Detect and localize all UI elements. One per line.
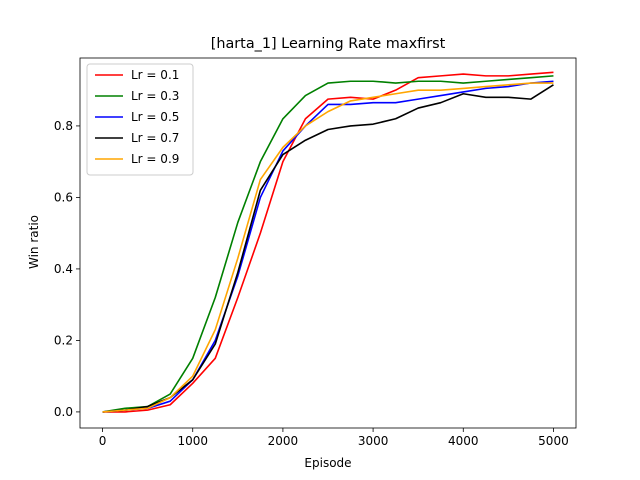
series-line-4: [102, 84, 554, 413]
x-tick-label: 5000: [538, 434, 569, 448]
x-tick-label: 4000: [448, 434, 479, 448]
x-tick-label: 1000: [177, 434, 208, 448]
y-axis-title: Win ratio: [27, 215, 41, 269]
legend-label-3: Lr = 0.5: [131, 110, 179, 124]
legend-label-5: Lr = 0.9: [131, 152, 179, 166]
x-tick-label: 2000: [268, 434, 299, 448]
x-tick-label: 0: [99, 434, 107, 448]
x-axis-title: Episode: [304, 456, 351, 470]
legend-label-1: Lr = 0.1: [131, 68, 179, 82]
y-tick-label: 0.8: [54, 119, 73, 133]
series-line-1: [102, 71, 554, 413]
series-line-5: [102, 82, 554, 413]
y-tick-label: 0.0: [54, 405, 73, 419]
plot-area: 0 1000 2000 3000 4000 5000 0.0 0.2 0.4 0.6 0.8 Lr =…: [54, 57, 577, 448]
y-tick-label: 0.4: [54, 262, 73, 276]
axes-frame: [79, 57, 577, 429]
y-tick-label: 0.6: [54, 190, 73, 204]
chart-title: [harta_1] Learning Rate maxfirst: [211, 36, 446, 52]
legend-label-2: Lr = 0.3: [131, 89, 179, 103]
x-tick-label: 3000: [358, 434, 389, 448]
y-tick-label: 0.2: [54, 333, 73, 347]
legend-label-4: Lr = 0.7: [131, 131, 179, 145]
series-line-2: [102, 75, 554, 413]
legend-box: [86, 63, 194, 176]
series-line-3: [102, 80, 554, 413]
